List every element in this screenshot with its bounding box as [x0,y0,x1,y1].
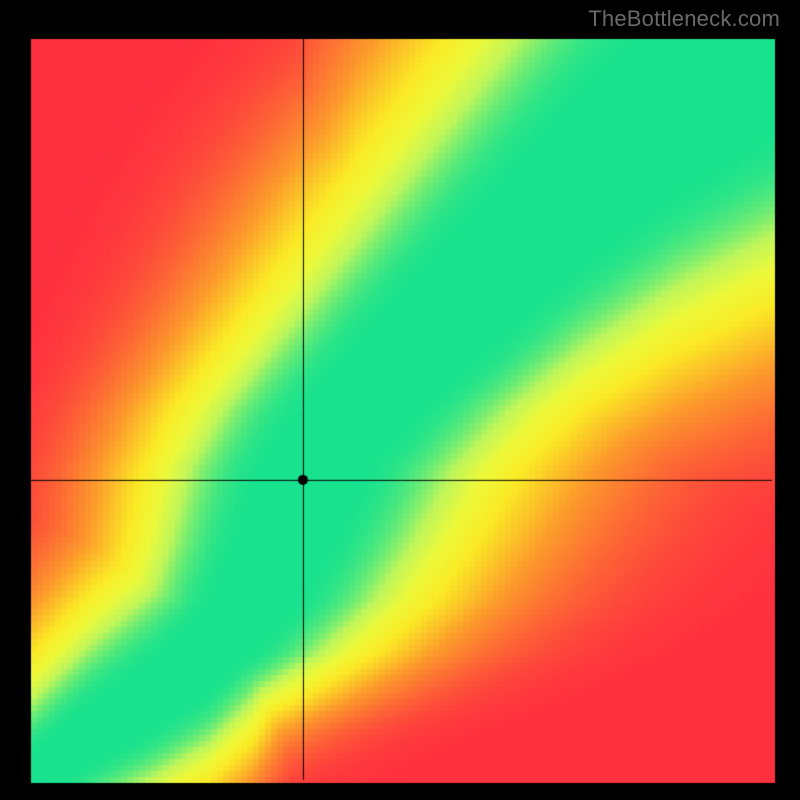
bottleneck-heatmap-canvas [0,0,800,800]
watermark-text: TheBottleneck.com [588,6,780,32]
chart-container: TheBottleneck.com [0,0,800,800]
